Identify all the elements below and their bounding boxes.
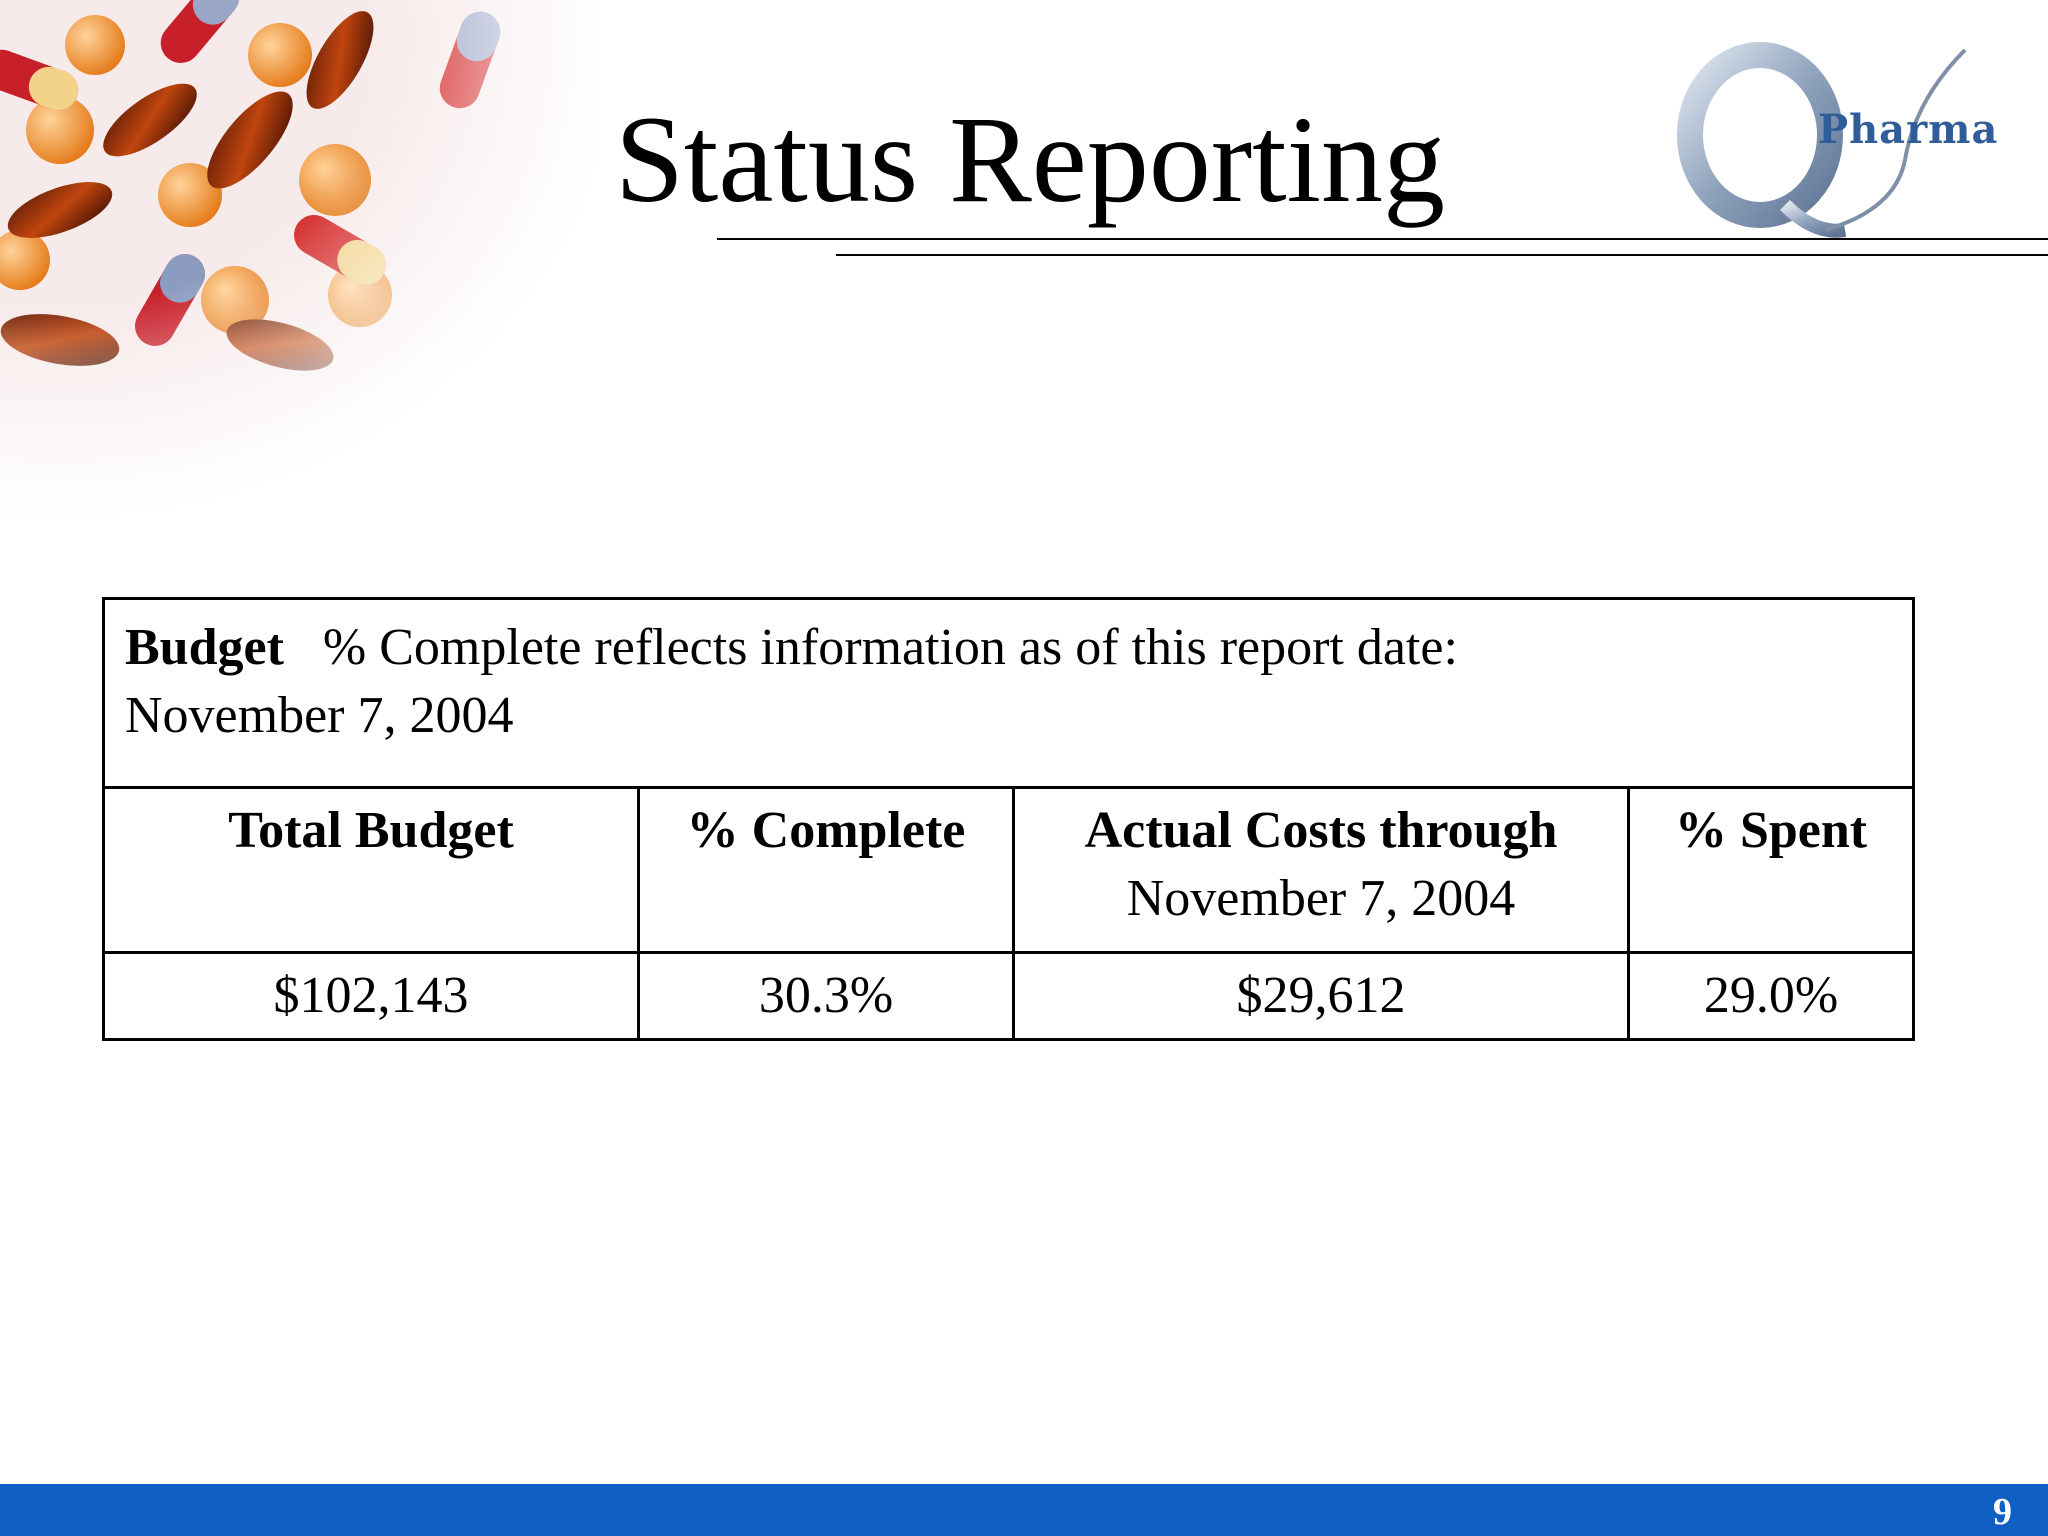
logo-wordmark: Pharma	[1818, 106, 1999, 153]
page-number: 9	[1993, 1491, 2012, 1533]
title-divider-secondary	[836, 254, 2048, 256]
header-total-budget: Total Budget	[102, 786, 640, 954]
value-total-budget: $102,143	[102, 951, 640, 1041]
q-pharma-logo	[1665, 40, 2010, 240]
header-percent-complete: % Complete	[637, 786, 1015, 954]
header-label: Actual Costs through	[1084, 802, 1558, 859]
caption-label: Budget	[125, 619, 284, 676]
title-divider	[717, 238, 2048, 240]
header-label: Total Budget	[228, 802, 514, 859]
footer-bar: 9	[0, 1484, 2048, 1536]
value-percent-complete: 30.3%	[637, 951, 1015, 1041]
header-label: % Complete	[686, 802, 966, 859]
caption-date: November 7, 2004	[125, 687, 514, 744]
header-actual-costs: Actual Costs through November 7, 2004	[1012, 786, 1630, 954]
slide-title: Status Reporting	[614, 91, 1446, 228]
budget-table: Budget % Complete reflects information a…	[101, 597, 1916, 1041]
table-caption: Budget % Complete reflects information a…	[101, 597, 1916, 789]
table-caption-row: Budget % Complete reflects information a…	[101, 597, 1916, 789]
header-percent-spent: % Spent	[1626, 786, 1916, 954]
table-row: $102,143 30.3% $29,612 29.0%	[102, 951, 1916, 1041]
pills-image	[0, 0, 600, 520]
header-label: % Spent	[1674, 802, 1868, 859]
value-actual-costs: $29,612	[1012, 951, 1630, 1041]
table-header-row: Total Budget % Complete Actual Costs thr…	[102, 786, 1916, 954]
caption-text: % Complete reflects information as of th…	[322, 619, 1458, 676]
value-percent-spent: 29.0%	[1626, 951, 1916, 1041]
header-sublabel: November 7, 2004	[1126, 870, 1516, 927]
